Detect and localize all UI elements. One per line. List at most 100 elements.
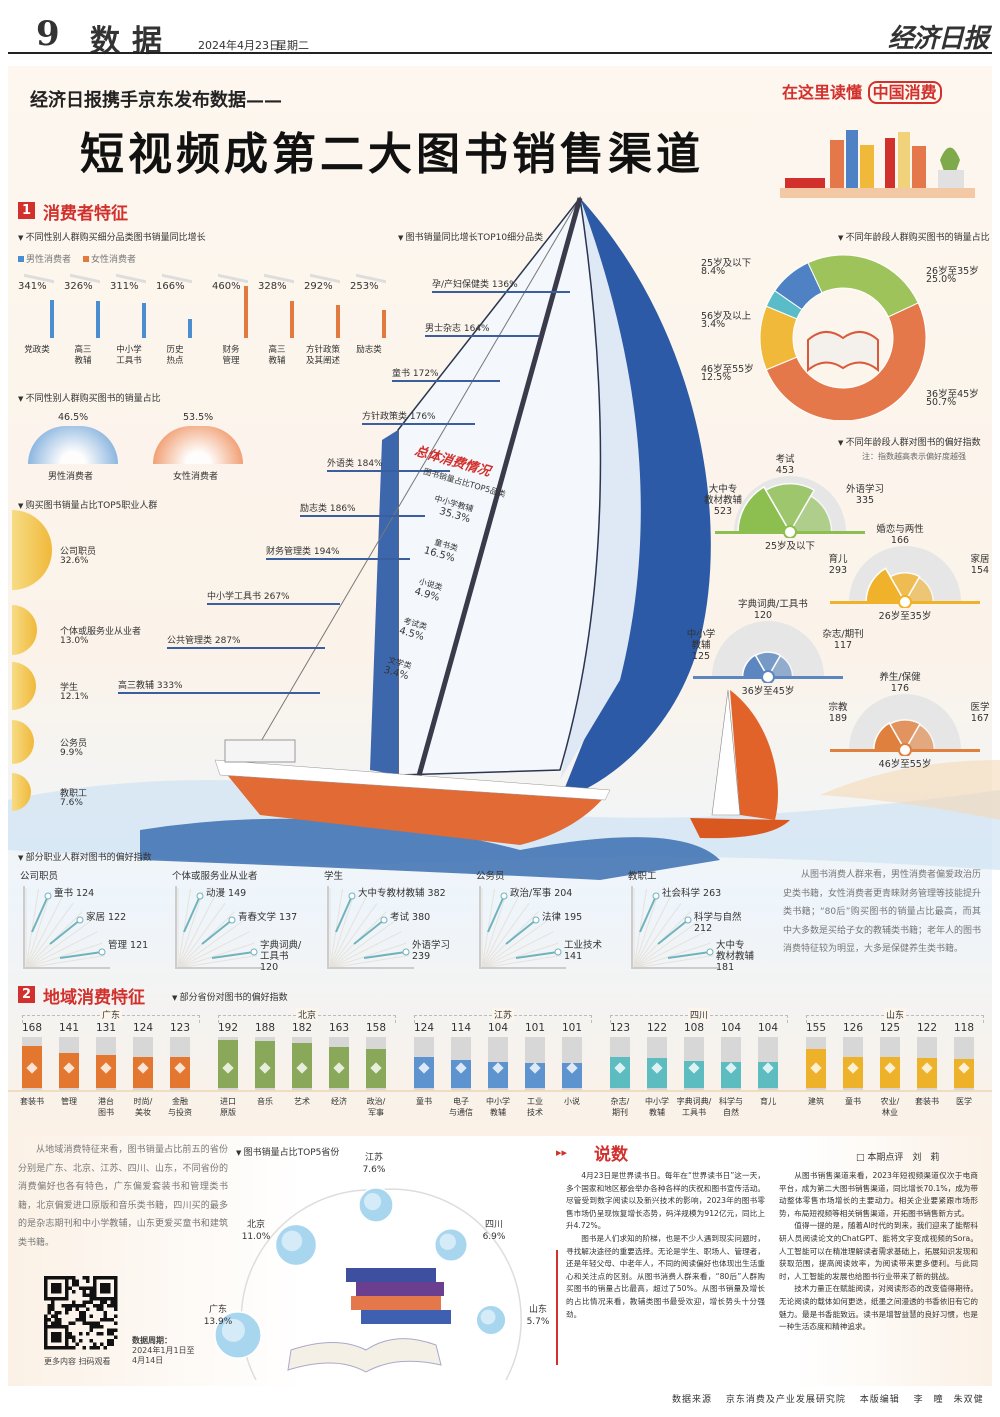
bubble-label: 广东 [208, 1305, 227, 1315]
top10-leader-line [207, 603, 340, 605]
occupation-fan [476, 882, 626, 976]
occupation-pref-item: 家居 122 [86, 912, 127, 923]
gauge-item: 杂志/期刊 117 [818, 629, 868, 651]
legend-swatch [83, 256, 90, 262]
donut-slice [807, 254, 919, 318]
donut-value: 50.7% [926, 397, 957, 408]
bubble-value: 11.0% [241, 1232, 271, 1242]
province-baseline [8, 1090, 992, 1092]
gauge-item-name: 养生/保健 [879, 672, 921, 683]
gauge-item-value: 125 [691, 651, 711, 662]
pref-line [667, 951, 711, 959]
gauge-item-value: 453 [775, 465, 795, 476]
province-bar-label: 音乐 [257, 1097, 273, 1106]
gauge-item-name: 杂志/期刊 [822, 629, 864, 640]
donut-value: 3.4% [701, 319, 726, 330]
legend-label: 男性消费者 [26, 255, 72, 265]
gauge-item-value: 117 [833, 640, 853, 651]
section1-number: 1 [18, 202, 35, 219]
province-name: 广东 [100, 1008, 123, 1021]
bar-label: 高三 教辅 [268, 345, 286, 366]
gender-growth-legend: 男性消费者 女性消费者 [18, 247, 148, 266]
footer-credits: 数据来源 京东消费及产业发展研究院 本版编辑 李 瞳 朱双健 [672, 1392, 984, 1405]
pref-line [515, 951, 559, 959]
top10-item: 孕/产妇保健类 136% [432, 280, 518, 290]
age-pref-title: 不同年龄段人群对图书的偏好指数 [838, 435, 981, 448]
province-name: 四川 [688, 1008, 711, 1021]
books-plant-illustration [780, 130, 975, 198]
occupation-pref-item: 字典词典/ 工具书 120 [260, 940, 302, 973]
age-gauge [693, 607, 843, 687]
age-pref-note: 注：指数越高表示偏好度越强 [862, 452, 966, 461]
bubble-label: 四川 [484, 1220, 503, 1230]
gauge-item: 考试 453 [760, 454, 810, 476]
province-bar-value: 124 [132, 1022, 154, 1034]
province-bar-label: 中小学 教辅 [486, 1097, 510, 1117]
arrow-icon: ▸▸ [556, 1146, 568, 1159]
bubble-value: 6.9% [482, 1232, 506, 1242]
bubble-label: 北京 [246, 1220, 265, 1230]
overall-item: 小说类 4.9% [376, 565, 451, 606]
weekday: 星期二 [276, 39, 309, 52]
occupation-pref-item: 法律 195 [542, 912, 583, 923]
source: 京东消费及产业发展研究院 [725, 1395, 846, 1405]
province-bar-value: 123 [169, 1022, 191, 1034]
gauge-item-name: 考试 [775, 454, 795, 465]
share-label: 男性消费者 [48, 472, 94, 482]
gauge-item-value: 523 [713, 506, 733, 517]
province-bar-value: 188 [254, 1022, 276, 1034]
growth-bar [142, 303, 146, 338]
gauge-item: 婚恋与两性 166 [875, 524, 925, 546]
gauge-item: 育儿 293 [813, 554, 863, 576]
section2-number: 2 [18, 986, 35, 1003]
shuoshu-byline: □ 本期点评 刘 莉 [856, 1153, 940, 1163]
donut-value: 25.0% [926, 274, 957, 285]
qr-code[interactable] [44, 1276, 118, 1350]
pref-line [639, 895, 657, 933]
province-bar-value: 101 [561, 1022, 583, 1034]
occupation-value: 12.1% [60, 692, 89, 702]
age-gauge [830, 680, 980, 760]
gauge-item-value: 176 [890, 683, 910, 694]
pref-line [211, 951, 255, 959]
province-bar-value: 168 [21, 1022, 43, 1034]
top10-item: 男士杂志 164% [425, 324, 490, 334]
bubble-label: 江苏 [364, 1153, 383, 1163]
section1-title: 消费者特征 [43, 204, 128, 224]
pref-dot [228, 916, 236, 924]
province-bar-label: 建筑 [808, 1097, 824, 1106]
province-bar-value: 108 [683, 1022, 705, 1034]
donut-label: 46岁至55岁 [701, 364, 754, 375]
section2-commentary: 从地域消费特征来看，图书销量占比前五的省份分别是广东、北京、江苏、四川、山东，不… [18, 1145, 228, 1248]
gauge-item-value: 189 [828, 713, 848, 724]
gauge-item-name: 婚恋与两性 [876, 524, 924, 535]
pref-dot [652, 892, 660, 900]
shuoshu-paragraph: 4月23日是世界读书日。每年在“世界读书日”这一天，多个国家和地区都会举办各种各… [566, 1171, 765, 1231]
province-bar-value: 163 [328, 1022, 350, 1034]
occupation-pref-item: 青春文学 137 [238, 912, 298, 923]
book-icon [351, 1296, 441, 1310]
masthead-rule [8, 52, 992, 54]
issue-date: 2024年4月23日 [198, 39, 280, 52]
occupation-pref-item: 管理 121 [108, 940, 149, 951]
top10-item: 中小学工具书 267% [207, 592, 290, 602]
occupation-value: 9.9% [60, 748, 83, 758]
gauge-item-name: 宗教 [828, 702, 848, 713]
growth-bar [290, 301, 294, 338]
gauge-item-name: 医学 [970, 702, 990, 713]
shuoshu-paragraph: 图书是人们求知的阶梯，也是不少人遇到现实问题时，寻找解决途径的重要选择。无论是学… [566, 1233, 765, 1319]
province-name: 山东 [884, 1008, 907, 1021]
gauge-item: 外语学习 335 [840, 484, 890, 506]
top10-item: 励志类 186% [300, 504, 356, 514]
province-bar-value: 114 [450, 1022, 472, 1034]
occupation-pref-name: 公务员 [476, 871, 505, 882]
province-bar-value: 122 [646, 1022, 668, 1034]
bar-label: 历史 热点 [166, 345, 184, 366]
bar-value: 460% [212, 281, 241, 292]
editor-label: 本版编辑 [859, 1395, 900, 1405]
tagline: 在这里读懂 中国消费 [760, 79, 942, 104]
legend-item: 男性消费者 [18, 247, 71, 266]
province-bar-label: 杂志/ 期刊 [610, 1097, 630, 1117]
bar-value: 311% [110, 281, 139, 292]
bar-value: 326% [64, 281, 93, 292]
